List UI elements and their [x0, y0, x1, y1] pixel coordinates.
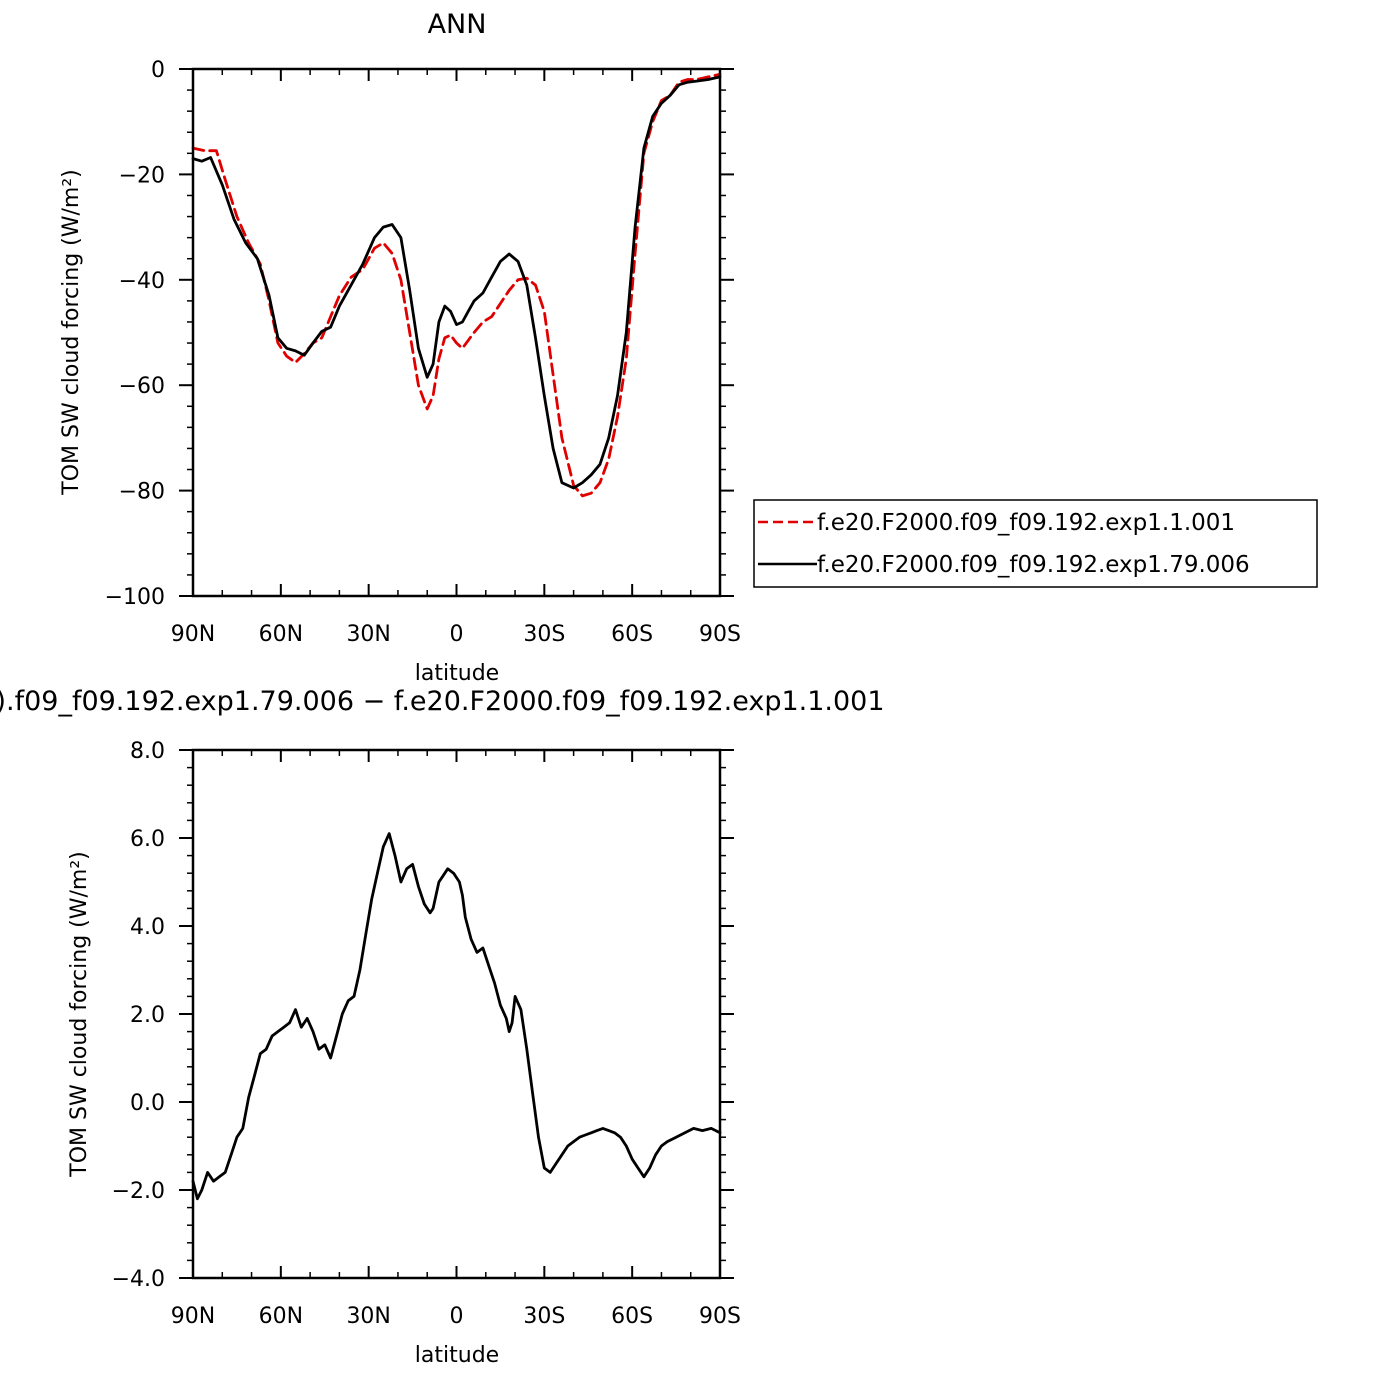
y-tick-label: 8.0	[130, 739, 165, 764]
series-line-red-dashed-0-0	[191, 72, 722, 498]
y-tick-label: −80	[119, 480, 165, 505]
x-tick-label: 30S	[523, 1304, 565, 1329]
bottom-plot-frame	[191, 748, 722, 1280]
y-tick-label: −20	[119, 163, 165, 188]
x-tick-label: 90N	[171, 622, 215, 647]
y-tick-label: −60	[119, 374, 165, 399]
legend-entry-1: f.e20.F2000.f09_f09.192.exp1.1.001	[817, 510, 1235, 536]
legend: f.e20.F2000.f09_f09.192.exp1.1.001 f.e20…	[753, 499, 1318, 588]
x-tick-label: 60S	[611, 622, 653, 647]
x-tick-label: 60N	[259, 622, 303, 647]
bottom-ticks: 90N 60N 30N 0 30S 60S 90S 8.0 6.0 4.0 2.0 0.0 −2.0 −4…	[112, 739, 741, 1329]
bottom-series-group	[191, 832, 722, 1201]
legend-box	[753, 499, 1318, 588]
x-tick-label: 30S	[523, 622, 565, 647]
y-tick-label: 0.0	[130, 1091, 165, 1116]
y-tick-label: −40	[119, 269, 165, 294]
y-tick-label: 0	[151, 58, 165, 83]
top-ticks: 90N 60N 30N 0 30S 60S 90S 0 −20 −40 −60 −80 −100	[105, 58, 741, 647]
x-tick-label: 90N	[171, 1304, 215, 1329]
top-plot: ANN 90N 60N 30N 0 30S 60S 90S 0 −20 −40 −60 −80 −100…	[59, 9, 741, 686]
top-chart-title: ANN	[428, 9, 487, 40]
y-tick-label: 2.0	[130, 1003, 165, 1028]
top-y-axis-label: TOM SW cloud forcing (W/m²)	[59, 169, 84, 495]
bottom-x-axis-label: latitude	[415, 1343, 499, 1368]
top-x-axis-label: latitude	[415, 661, 499, 686]
x-tick-label: 0	[450, 1304, 464, 1329]
x-tick-label: 60N	[259, 1304, 303, 1329]
y-tick-label: −4.0	[112, 1267, 165, 1292]
x-tick-label: 60S	[611, 1304, 653, 1329]
x-tick-label: 30N	[346, 1304, 390, 1329]
y-tick-label: −2.0	[112, 1179, 165, 1204]
series-line-black-solid-1-0	[191, 832, 722, 1201]
x-tick-label: 90S	[699, 1304, 741, 1329]
top-plot-frame	[191, 67, 722, 598]
bottom-y-axis-label: TOM SW cloud forcing (W/m²)	[67, 851, 92, 1177]
bottom-plot: ).f09_f09.192.exp1.79.006 − f.e20.F2000.…	[0, 686, 885, 1368]
series-line-black-solid-0-1	[191, 75, 722, 490]
x-tick-label: 0	[450, 622, 464, 647]
top-series-group	[191, 72, 722, 498]
y-tick-label: −100	[105, 585, 165, 610]
legend-entry-2: f.e20.F2000.f09_f09.192.exp1.79.006	[817, 552, 1250, 578]
x-tick-label: 30N	[346, 622, 390, 647]
bottom-chart-title: ).f09_f09.192.exp1.79.006 − f.e20.F2000.…	[0, 686, 885, 717]
y-tick-label: 4.0	[130, 915, 165, 940]
x-tick-label: 90S	[699, 622, 741, 647]
y-tick-label: 6.0	[130, 827, 165, 852]
